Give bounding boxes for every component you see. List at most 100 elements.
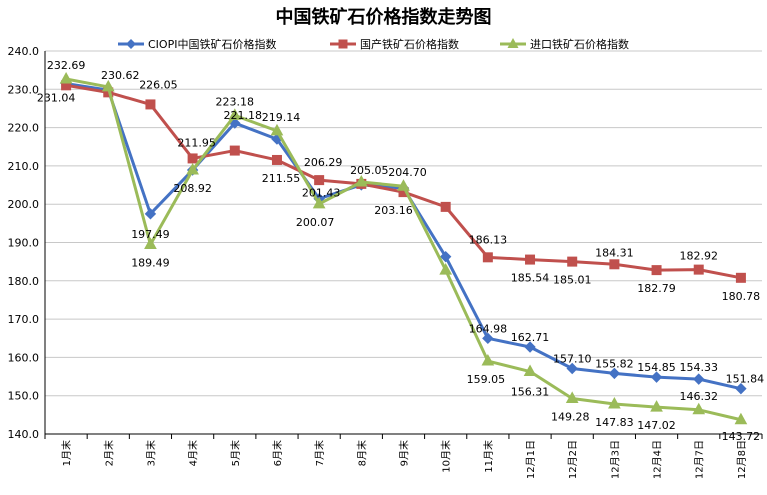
- data-point: [608, 367, 621, 380]
- data-point: [397, 179, 410, 191]
- y-tick-label: 180.0: [8, 275, 40, 288]
- x-tick-label: 12月7日: [694, 440, 706, 479]
- y-tick-label: 170.0: [8, 313, 40, 326]
- data-point: [524, 341, 536, 353]
- data-label: 159.05: [467, 373, 506, 386]
- data-point: [187, 153, 198, 164]
- data-point: [439, 263, 453, 275]
- x-tick-label: 10月末: [440, 440, 453, 473]
- x-tick-label: 1月末: [60, 440, 73, 466]
- data-label: 185.54: [511, 272, 550, 285]
- legend-marker: [507, 38, 519, 48]
- chart-title: 中国铁矿石价格指数走势图: [275, 7, 492, 28]
- data-label: 186.13: [469, 233, 508, 246]
- data-point: [439, 250, 452, 263]
- x-tick-label: 12月4日: [652, 440, 664, 479]
- x-tick-label: 12月8日: [736, 440, 748, 479]
- x-tick-label: 8月末: [355, 440, 368, 466]
- data-point: [312, 196, 326, 209]
- data-label: 219.14: [262, 111, 301, 124]
- y-tick-label: 140.0: [8, 428, 40, 441]
- data-point: [735, 382, 747, 395]
- data-label: 154.85: [637, 361, 676, 374]
- data-point: [270, 123, 284, 136]
- legend-label: 进口铁矿石价格指数: [530, 37, 629, 51]
- x-tick-label: 4月末: [187, 440, 200, 466]
- y-tick-label: 220.0: [8, 122, 40, 135]
- data-point: [482, 252, 493, 263]
- data-label: 184.31: [595, 246, 634, 259]
- data-point: [314, 175, 325, 186]
- data-label: 204.70: [388, 166, 427, 179]
- data-point: [523, 364, 537, 377]
- data-point: [735, 272, 746, 283]
- data-label: 156.31: [511, 386, 550, 399]
- data-point: [228, 108, 242, 120]
- data-point: [440, 201, 451, 212]
- legend-label: CIOPI中国铁矿石价格指数: [148, 37, 276, 51]
- x-tick-label: 6月末: [271, 440, 284, 466]
- y-tick-label: 190.0: [8, 237, 40, 250]
- data-point: [567, 256, 578, 267]
- data-label: 182.92: [679, 250, 718, 263]
- data-label: 201.43: [302, 187, 341, 200]
- data-point: [608, 396, 621, 409]
- data-point: [525, 254, 536, 265]
- data-label: 154.33: [679, 361, 718, 374]
- data-label: 197.49: [131, 228, 170, 241]
- legend-marker: [126, 39, 136, 49]
- y-tick-label: 240.0: [8, 45, 40, 58]
- x-tick-label: 2月末: [102, 440, 115, 466]
- y-tick-label: 210.0: [8, 160, 40, 173]
- data-label: 162.71: [511, 331, 550, 344]
- data-label: 205.05: [350, 164, 389, 177]
- data-point: [271, 154, 282, 165]
- data-label: 189.49: [131, 256, 170, 269]
- data-point: [186, 162, 199, 175]
- data-point: [565, 391, 579, 403]
- data-point: [145, 99, 156, 110]
- data-label: 147.02: [637, 419, 676, 432]
- data-point: [566, 362, 578, 375]
- data-point: [650, 400, 663, 412]
- data-point: [734, 412, 748, 425]
- data-point: [354, 174, 368, 187]
- data-label: 230.62: [101, 69, 140, 82]
- data-label: 180.78: [722, 290, 761, 303]
- data-label: 157.10: [553, 353, 592, 366]
- data-point: [609, 259, 620, 270]
- x-tick-label: 9月末: [398, 440, 411, 466]
- data-label: 146.32: [679, 390, 718, 403]
- data-label: 211.95: [177, 136, 216, 149]
- data-label: 223.18: [216, 95, 255, 108]
- data-point: [693, 264, 704, 275]
- x-tick-label: 11月末: [482, 440, 495, 473]
- x-tick-label: 12月2日: [567, 440, 579, 479]
- y-tick-label: 230.0: [8, 83, 40, 96]
- data-point: [59, 71, 73, 84]
- data-label: 182.79: [637, 282, 676, 295]
- data-label: 221.18: [224, 109, 263, 122]
- data-label: 164.98: [469, 322, 508, 335]
- x-tick-label: 12月3日: [609, 440, 621, 479]
- data-point: [651, 265, 662, 276]
- data-label: 149.28: [551, 410, 590, 423]
- data-point: [144, 237, 157, 249]
- data-point: [692, 402, 706, 415]
- data-point: [693, 373, 705, 385]
- data-point: [481, 354, 495, 366]
- data-point: [482, 332, 494, 345]
- data-point: [101, 79, 115, 92]
- legend-marker: [338, 39, 348, 49]
- data-label: 143.72: [722, 430, 761, 443]
- y-tick-label: 160.0: [8, 351, 40, 364]
- data-point: [229, 145, 240, 156]
- data-label: 208.92: [173, 182, 212, 195]
- data-label: 147.83: [595, 416, 634, 429]
- x-tick-label: 3月末: [144, 440, 157, 466]
- x-tick-label: 7月末: [313, 440, 326, 466]
- data-point: [650, 371, 663, 383]
- data-label: 185.01: [553, 274, 592, 287]
- data-label: 231.04: [37, 91, 76, 104]
